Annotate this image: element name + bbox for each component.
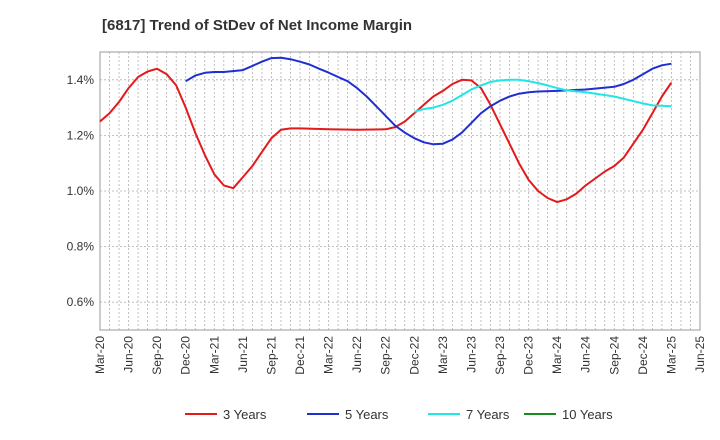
legend-label-5-years: 5 Years	[345, 407, 389, 422]
x-tick-label: Dec-22	[407, 336, 421, 375]
x-tick-label: Dec-21	[293, 336, 307, 375]
x-tick-label: Jun-21	[236, 336, 250, 373]
legend-label-3-years: 3 Years	[223, 407, 267, 422]
x-tick-label: Jun-22	[350, 336, 364, 373]
legend-label-7-years: 7 Years	[466, 407, 510, 422]
x-tick-label: Dec-20	[179, 336, 193, 375]
y-tick-label: 1.0%	[67, 184, 95, 198]
series-line-7-years	[414, 78, 672, 113]
y-tick-label: 1.2%	[67, 128, 95, 142]
x-tick-label: Mar-20	[93, 336, 107, 374]
x-tick-label: Mar-22	[322, 336, 336, 374]
x-tick-label: Sep-23	[493, 336, 507, 375]
x-tick-label: Mar-23	[436, 336, 450, 374]
x-tick-label: Sep-22	[379, 336, 393, 375]
x-tick-label: Sep-24	[607, 336, 621, 375]
chart-title: [6817] Trend of StDev of Net Income Marg…	[102, 17, 412, 34]
y-axis: 0.6% 0.8% 1.0% 1.2% 1.4%	[67, 73, 95, 309]
x-tick-label: Jun-24	[579, 336, 593, 373]
series-lines	[99, 56, 673, 204]
x-tick-label: Sep-20	[150, 336, 164, 375]
legend-label-10-years: 10 Years	[562, 407, 613, 422]
x-tick-label: Jun-23	[464, 336, 478, 373]
x-tick-label: Sep-21	[264, 336, 278, 375]
legend: 3 Years 5 Years 7 Years 10 Years	[185, 407, 613, 422]
x-tick-label: Mar-21	[207, 336, 221, 374]
x-tick-label: Mar-25	[664, 336, 678, 374]
y-tick-label: 0.6%	[67, 295, 95, 309]
x-tick-label: Dec-23	[522, 336, 536, 375]
y-tick-label: 0.8%	[67, 240, 95, 254]
series-line-3-years	[99, 67, 673, 204]
x-tick-label: Jun-20	[122, 336, 136, 373]
y-tick-label: 1.4%	[67, 73, 95, 87]
grid	[100, 52, 700, 330]
x-tick-label: Jun-25	[693, 336, 707, 373]
x-tick-label: Dec-24	[636, 336, 650, 375]
x-tick-label: Mar-24	[550, 336, 564, 374]
x-axis: Mar-20 Jun-20 Sep-20 Dec-20 Mar-21 Jun-21 Sep-…	[93, 336, 707, 375]
